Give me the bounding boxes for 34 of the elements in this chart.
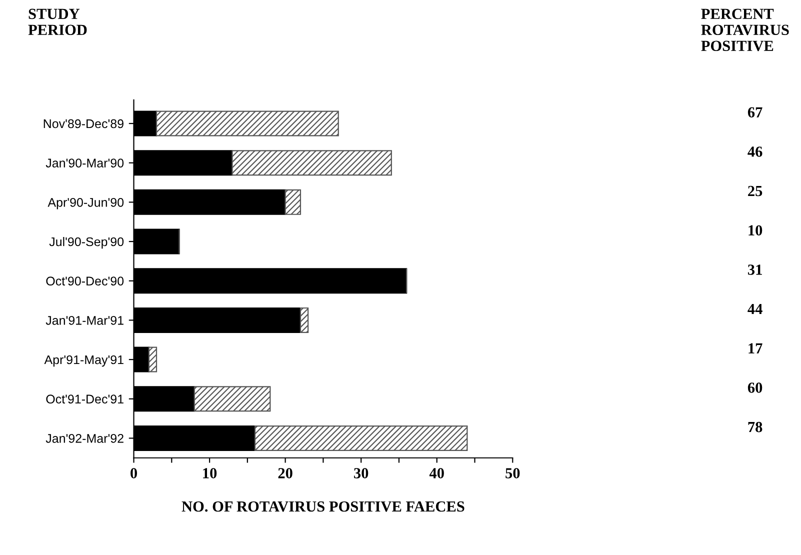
- text: 44: [748, 304, 762, 314]
- y-tick-label: Oct'90-Dec'90: [46, 276, 124, 286]
- y-tick-label: Jan'92-Mar'92: [46, 434, 124, 443]
- text: 67: [748, 107, 762, 118]
- y-tick-label: Jan'90-Mar'90: [46, 158, 124, 168]
- y-tick-label: Jan'91-Mar'91: [46, 316, 124, 325]
- bar: [194, 386, 271, 412]
- text: 60: [748, 382, 762, 393]
- bar: [232, 150, 392, 176]
- text: 17: [748, 343, 762, 354]
- text: STUDY PERIOD: [28, 8, 87, 36]
- text: 25: [748, 186, 762, 196]
- text: 10: [748, 225, 762, 236]
- x-axis-title: NO. OF ROTAVIRUS POSITIVE FAECES: [182, 501, 464, 512]
- y-tick-label: Oct'91-Dec'91: [46, 394, 124, 404]
- bar: [300, 307, 309, 333]
- x-tick-label: 40: [429, 468, 444, 478]
- x-tick-label: 10: [203, 468, 217, 478]
- text: 46: [748, 146, 762, 157]
- bar: [284, 189, 302, 215]
- text: 78: [748, 422, 762, 432]
- bar: [148, 346, 158, 372]
- x-tick-label: 50: [506, 468, 520, 478]
- x-tick-label: 20: [278, 468, 292, 478]
- y-tick-label: Nov'89-Dec'89: [44, 119, 124, 128]
- x-tick-label: 30: [354, 468, 368, 478]
- text: PERCENT ROTAVIRUS POSITIVE: [701, 8, 789, 52]
- y-tick-label: Apr'91-May'91: [44, 355, 124, 367]
- text: 31: [748, 264, 762, 275]
- x-tick-label: 0: [130, 468, 138, 478]
- bar: [254, 425, 468, 451]
- y-tick-label: Jul'90-Sep'90: [49, 236, 124, 249]
- bar: [156, 110, 339, 136]
- y-tick-label: Apr'90-Jun'90: [48, 198, 124, 210]
